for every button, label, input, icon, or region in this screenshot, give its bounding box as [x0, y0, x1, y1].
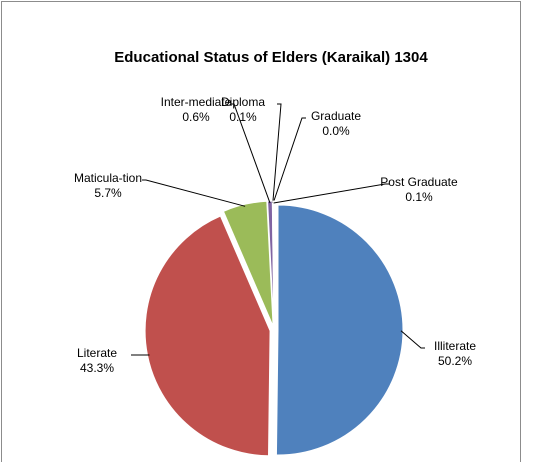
pie-slice	[222, 200, 274, 327]
category-label: Post Graduate	[380, 175, 458, 189]
value-label: 50.2%	[438, 354, 472, 368]
chart-title: Educational Status of Elders (Karaikal) …	[114, 49, 428, 66]
leader-line	[142, 179, 246, 207]
data-label: Literate 43.3%	[77, 346, 117, 375]
category-label: Illiterate	[434, 339, 476, 353]
value-label: 0.6%	[182, 110, 210, 124]
data-label: Graduate 0.0%	[311, 109, 361, 138]
leader-line	[273, 183, 389, 204]
data-label: Diploma 0.1%	[221, 95, 265, 124]
value-label: 43.3%	[80, 361, 114, 375]
category-label: Diploma	[221, 95, 265, 109]
value-label: 5.7%	[94, 186, 122, 200]
leader-line	[400, 330, 425, 349]
pie-slice	[272, 200, 275, 327]
value-label: 0.0%	[322, 124, 350, 138]
category-label: Literate	[77, 346, 117, 360]
data-label: Inter-mediate 0.6%	[161, 95, 232, 124]
value-label: 0.1%	[229, 110, 257, 124]
data-label: Post Graduate 0.1%	[380, 175, 458, 204]
data-label: Maticula-tion 5.7%	[74, 171, 142, 200]
pie-slice	[275, 204, 404, 456]
category-label: Maticula-tion	[74, 171, 142, 185]
data-label: Illiterate 50.2%	[434, 339, 476, 368]
category-label: Graduate	[311, 109, 361, 123]
leader-line	[230, 103, 271, 204]
value-label: 0.1%	[405, 190, 433, 204]
category-label: Inter-mediate	[161, 95, 232, 109]
leader-line	[272, 117, 306, 204]
leader-line	[272, 103, 282, 204]
